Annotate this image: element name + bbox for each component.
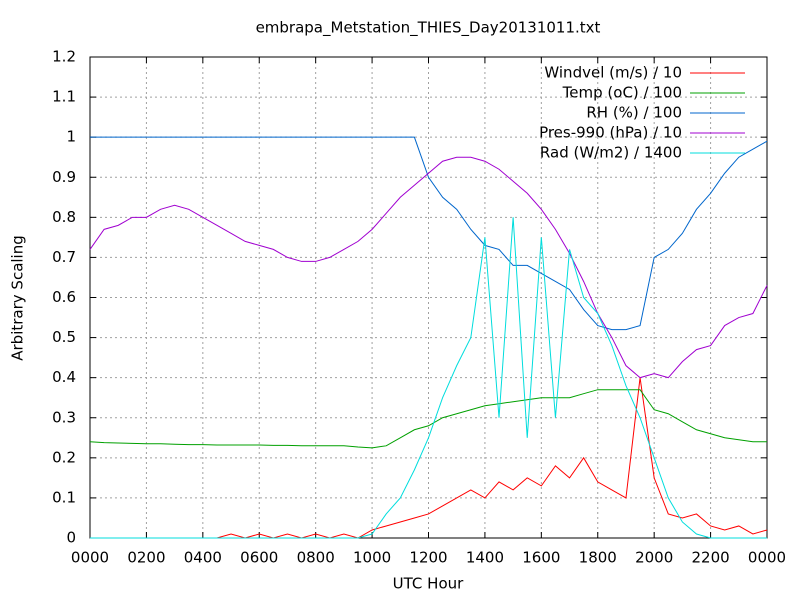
y-tick-label: 0.1 <box>52 488 76 506</box>
plot-frame <box>89 56 768 539</box>
x-tick-label: 1600 <box>522 549 560 567</box>
data-line <box>90 217 767 539</box>
x-tick-label: 2200 <box>691 549 729 567</box>
x-tick-label: 0000 <box>748 549 786 567</box>
legend-label: Temp (oC) / 100 <box>562 84 682 102</box>
y-tick-label: 0.2 <box>52 448 76 466</box>
x-tick-label: 1000 <box>353 549 391 567</box>
y-tick-label: 0 <box>66 529 76 547</box>
y-tick-label: 1.1 <box>52 88 76 106</box>
y-tick-label: 0.5 <box>52 328 76 346</box>
y-tick-label: 1.2 <box>52 48 76 66</box>
legend-label: RH (%) / 100 <box>586 104 682 122</box>
data-line <box>89 156 768 379</box>
legend-label: Pres-990 (hPa) / 10 <box>539 124 682 142</box>
x-tick-label: 0000 <box>71 549 109 567</box>
y-tick-label: 0.9 <box>52 168 76 186</box>
x-tick-label: 0800 <box>297 549 335 567</box>
y-tick-label: 0.8 <box>52 208 76 226</box>
x-tick-label: 1400 <box>466 549 504 567</box>
x-tick-label: 0400 <box>184 549 222 567</box>
chart-title: embrapa_Metstation_THIES_Day20131011.txt <box>256 19 601 38</box>
y-tick-label: 0.4 <box>52 368 76 386</box>
legend-label: Windvel (m/s) / 10 <box>544 64 682 82</box>
y-tick-label: 1 <box>66 128 76 146</box>
y-tick-label: 0.3 <box>52 408 76 426</box>
x-tick-label: 1200 <box>409 549 447 567</box>
x-tick-label: 0200 <box>127 549 165 567</box>
x-axis-label: UTC Hour <box>393 575 464 593</box>
legend-label: Rad (W/m2) / 1400 <box>540 144 682 162</box>
y-axis-label: Arbitrary Scaling <box>9 235 27 361</box>
y-tick-label: 0.6 <box>52 288 76 306</box>
data-line <box>89 389 767 449</box>
data-line <box>90 136 768 331</box>
x-tick-label: 1800 <box>579 549 617 567</box>
x-tick-label: 2000 <box>635 549 673 567</box>
y-tick-label: 0.7 <box>52 248 76 266</box>
x-tick-label: 0600 <box>240 549 278 567</box>
